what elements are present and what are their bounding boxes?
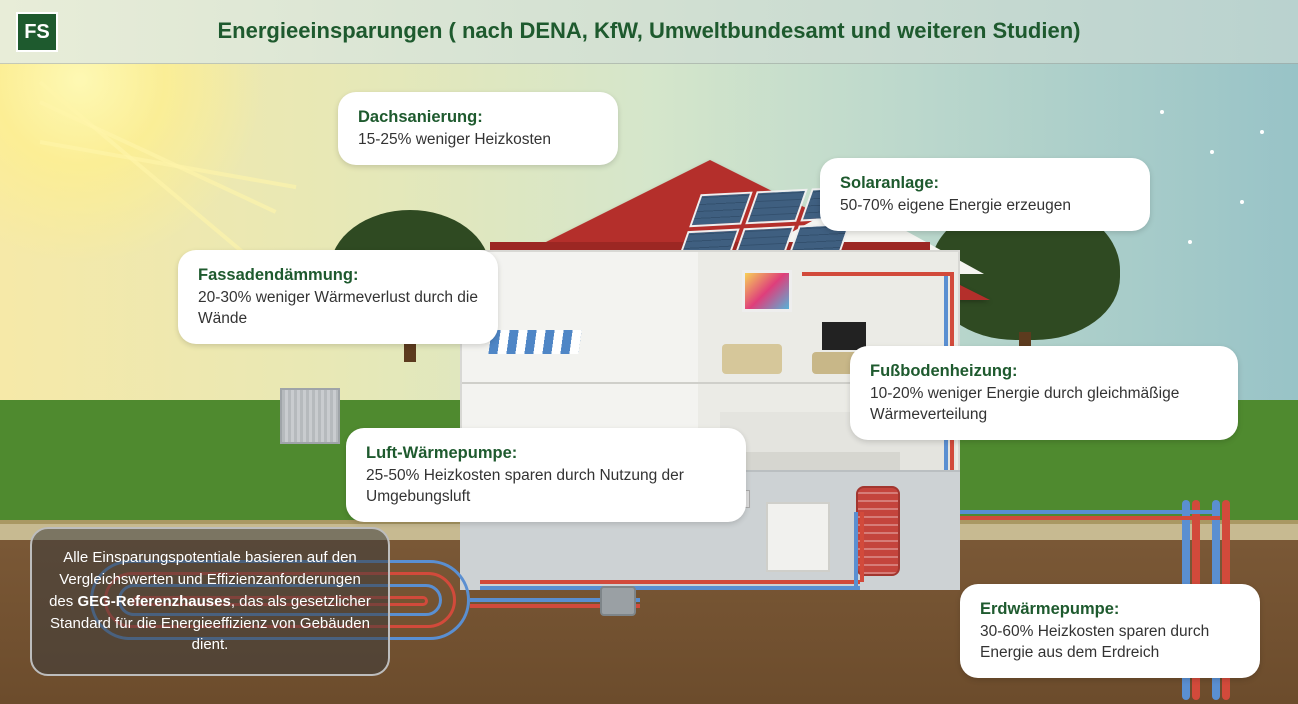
awning xyxy=(488,330,581,354)
callout-title: Solaranlage: xyxy=(840,172,1130,194)
borehole-feed-hot xyxy=(960,516,1220,520)
callout-title: Fußbodenheizung: xyxy=(870,360,1218,382)
callout-text: 10-20% weniger Energie durch gleichmäßig… xyxy=(870,384,1218,426)
footnote-bold: GEG-Referenzhauses xyxy=(77,593,230,610)
callout-text: 20-30% weniger Wärmeverlust durch die Wä… xyxy=(198,288,478,330)
callout-floor: Fußbodenheizung: 10-20% weniger Energie … xyxy=(850,346,1238,440)
pipe-cold xyxy=(854,512,858,588)
callout-fassade: Fassadendämmung: 20-30% weniger Wärmever… xyxy=(178,250,498,344)
callout-title: Dachsanierung: xyxy=(358,106,598,128)
callout-text: 30-60% Heizkosten sparen durch Energie a… xyxy=(980,622,1240,664)
wall-art xyxy=(742,270,792,312)
callout-luft: Luft-Wärmepumpe: 25-50% Heizkosten spare… xyxy=(346,428,746,522)
snow-dot xyxy=(1188,240,1192,244)
air-heat-pump-outdoor-unit xyxy=(280,388,340,444)
snow-dot xyxy=(1160,110,1164,114)
callout-erd: Erdwärmepumpe: 30-60% Heizkosten sparen … xyxy=(960,584,1260,678)
tv xyxy=(822,322,866,350)
callout-text: 50-70% eigene Energie erzeugen xyxy=(840,196,1130,217)
footnote-box: Alle Einsparungspotentiale basieren auf … xyxy=(30,527,390,676)
callout-title: Luft-Wärmepumpe: xyxy=(366,442,726,464)
snow-dot xyxy=(1260,130,1264,134)
page-title: Energieeinsparungen ( nach DENA, KfW, Um… xyxy=(0,18,1298,44)
heat-pump-indoor-unit xyxy=(766,502,830,572)
borehole-feed-cold xyxy=(960,510,1220,514)
callout-title: Fassadendämmung: xyxy=(198,264,478,286)
callout-dach: Dachsanierung: 15-25% weniger Heizkosten xyxy=(338,92,618,165)
callout-text: 15-25% weniger Heizkosten xyxy=(358,130,598,151)
snow-dot xyxy=(1210,150,1214,154)
pipe-hot xyxy=(860,512,864,582)
canvas: FS Energieeinsparungen ( nach DENA, KfW,… xyxy=(0,0,1298,704)
pipe-hot xyxy=(480,580,860,584)
callout-solar: Solaranlage: 50-70% eigene Energie erzeu… xyxy=(820,158,1150,231)
snow-dot xyxy=(1240,200,1244,204)
ground-manifold xyxy=(600,586,636,616)
sofa xyxy=(722,344,782,374)
pipe-cold xyxy=(480,586,860,590)
pipe-hot xyxy=(802,272,950,276)
callout-title: Erdwärmepumpe: xyxy=(980,598,1240,620)
callout-text: 25-50% Heizkosten sparen durch Nutzung d… xyxy=(366,466,726,508)
